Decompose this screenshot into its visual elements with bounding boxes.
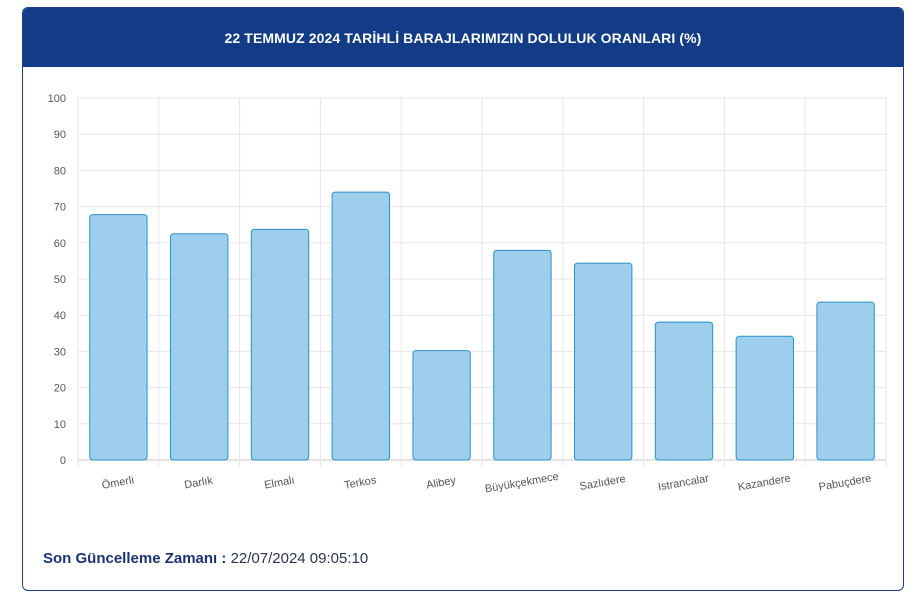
last-update: Son Güncelleme Zamanı : 22/07/2024 09:05… [43, 550, 368, 567]
bar-9[interactable] [816, 301, 875, 461]
x-tick-label: Sazlıdere [579, 473, 627, 493]
dam-chart-card: 22 TEMMUZ 2024 TARİHLİ BARAJLARIMIZIN DO… [22, 7, 904, 591]
x-axis: Ömerli Darlık Elmalı Terkos Alibey Büyükçekme… [101, 471, 872, 496]
x-tick-label: Elmalı [263, 474, 295, 491]
bar-1[interactable] [170, 233, 229, 461]
bar-7[interactable] [654, 321, 714, 461]
bar-4[interactable] [412, 350, 471, 461]
last-update-value: 22/07/2024 09:05:10 [230, 550, 369, 567]
chart-title: 22 TEMMUZ 2024 TARİHLİ BARAJLARIMIZIN DO… [23, 8, 903, 67]
y-tick-label: 70 [54, 202, 66, 214]
x-tick-label: Terkos [343, 474, 377, 492]
x-tick-label: Ömerli [101, 474, 135, 491]
y-tick-label: 0 [60, 455, 66, 467]
bar-3[interactable] [331, 191, 390, 461]
x-tick-label: Alibey [425, 474, 457, 491]
x-tick-label: Pabuçdere [818, 473, 872, 494]
bar-5[interactable] [493, 249, 552, 461]
x-tick-label: Istrancalar [657, 473, 710, 494]
bars [89, 191, 875, 461]
y-tick-label: 60 [54, 238, 66, 250]
bar-chart: 0 10 20 30 40 50 60 70 80 90 100 Ömerli Darlık Elmal… [48, 93, 887, 496]
y-tick-label: 30 [54, 346, 66, 358]
y-tick-label: 10 [54, 419, 66, 431]
bar-0[interactable] [89, 214, 148, 461]
x-tick-label: Darlık [183, 475, 214, 492]
y-tick-label: 50 [54, 274, 66, 286]
bar-2[interactable] [250, 228, 310, 461]
x-tick-label: Kazandere [737, 473, 791, 494]
x-tick-label: Büyükçekmece [484, 471, 560, 496]
chart-area: 0 10 20 30 40 50 60 70 80 90 100 Ömerli Darlık Elmal… [23, 68, 903, 508]
last-update-label: Son Güncelleme Zamanı : [43, 550, 227, 567]
bar-6[interactable] [574, 262, 633, 461]
y-tick-label: 20 [54, 383, 66, 395]
y-tick-label: 80 [54, 165, 66, 177]
y-tick-label: 90 [54, 129, 66, 141]
y-tick-label: 40 [54, 310, 66, 322]
y-tick-label: 100 [48, 93, 66, 105]
y-axis: 0 10 20 30 40 50 60 70 80 90 100 [48, 93, 66, 467]
bar-8[interactable] [735, 335, 794, 461]
